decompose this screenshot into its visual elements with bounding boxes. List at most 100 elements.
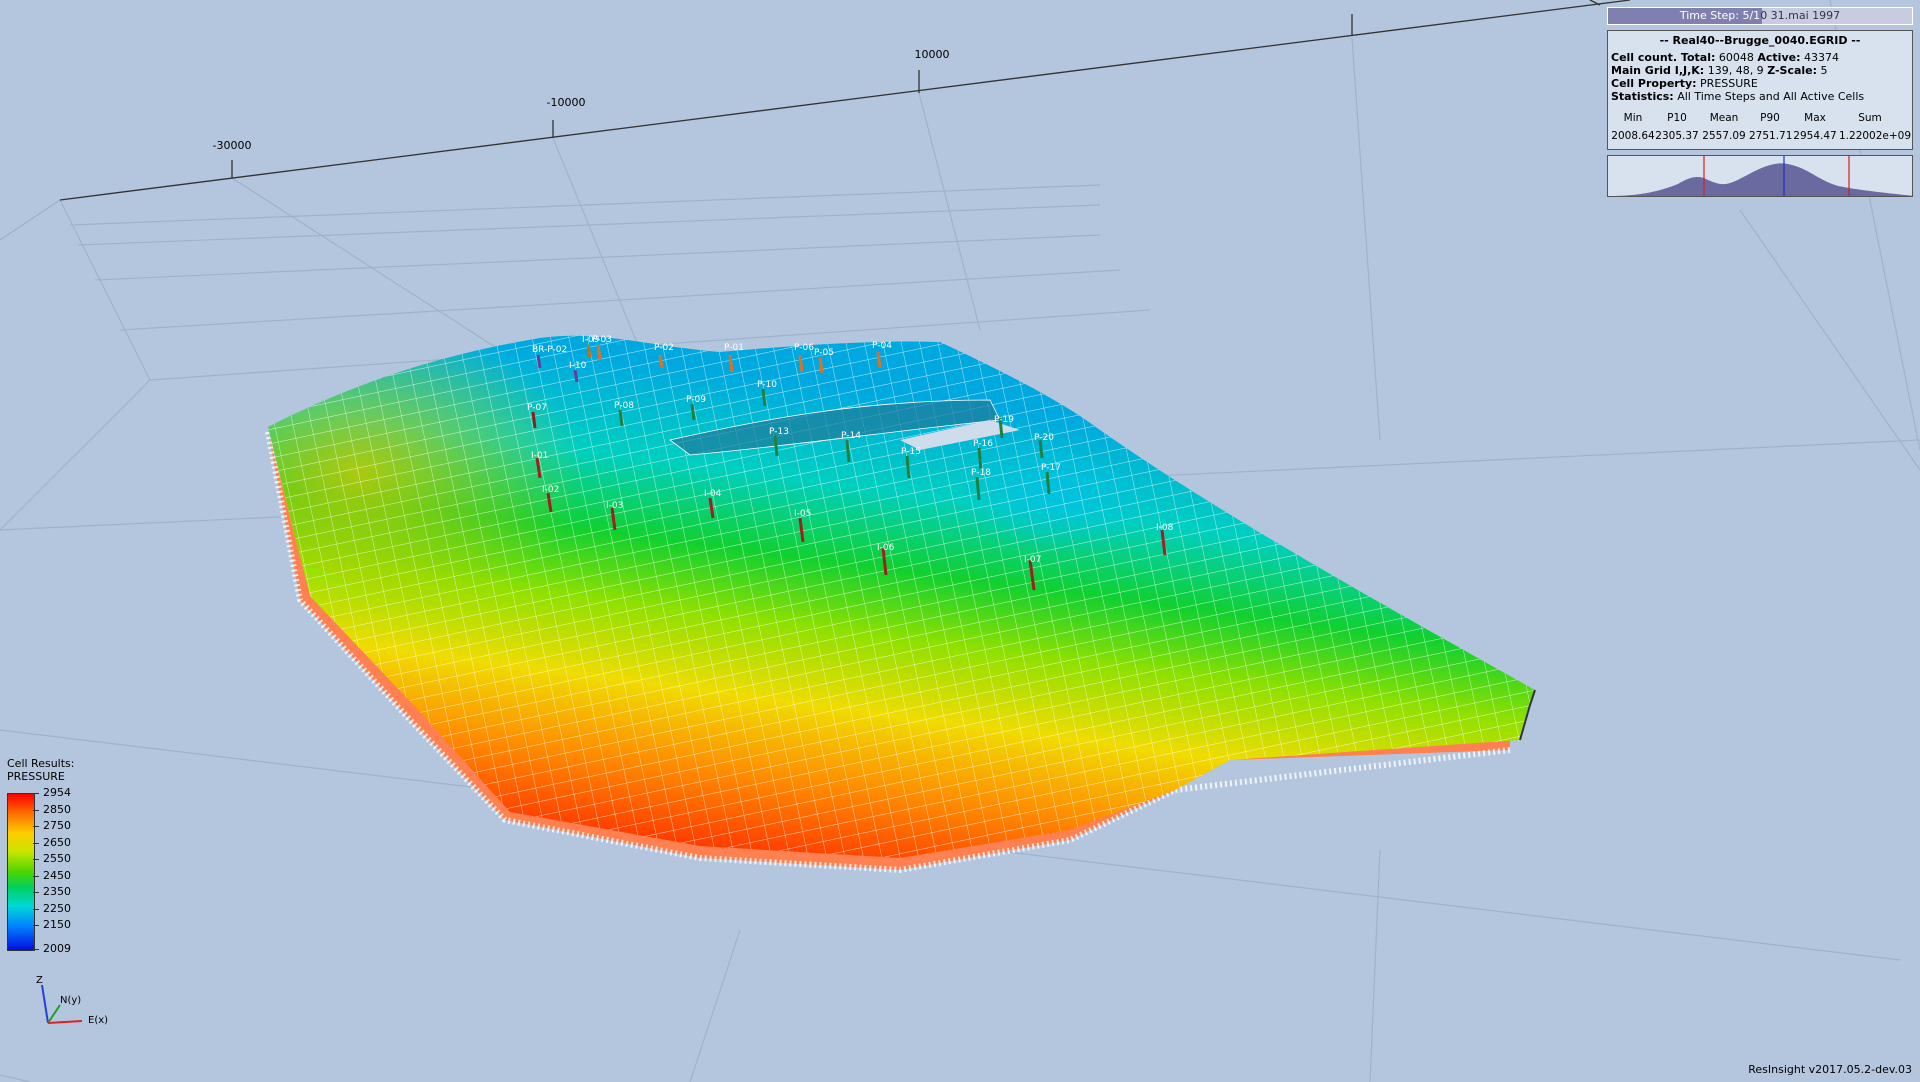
stat-value: 2954.47: [1793, 130, 1837, 142]
axis-tick-label: -30000: [213, 139, 252, 152]
svg-text:P-13: P-13: [769, 427, 789, 437]
cell-count-total: 60048: [1718, 51, 1754, 64]
axis-x-label: E(x): [88, 1015, 109, 1026]
svg-text:I-10: I-10: [569, 361, 587, 371]
well-marker[interactable]: I-03: [606, 501, 623, 531]
well-marker[interactable]: P-10: [757, 380, 777, 407]
svg-text:P-18: P-18: [971, 468, 991, 478]
svg-text:I-02: I-02: [542, 485, 559, 495]
cell-count-line: Cell count. Total: 60048 Active: 43374: [1611, 51, 1909, 64]
stat-header: P10: [1667, 112, 1687, 124]
statistics-label: Statistics:: [1611, 90, 1674, 103]
stat-value: 2557.09: [1702, 130, 1746, 142]
legend-color-bar: [7, 793, 35, 951]
svg-text:I-08: I-08: [1156, 523, 1174, 533]
time-step-slider[interactable]: Time Step: 5/10 31.mai 1997: [1607, 7, 1913, 25]
well-marker[interactable]: P-17: [1041, 463, 1061, 495]
svg-text:P-04: P-04: [872, 341, 892, 351]
svg-text:I-03: I-03: [606, 501, 623, 511]
time-step-prefix: Time Step: 5/1: [1679, 9, 1761, 22]
well-marker[interactable]: I-02: [542, 485, 559, 513]
stat-value: 2008.64: [1611, 130, 1655, 142]
cell-property-value: PRESSURE: [1700, 77, 1758, 90]
svg-text:P-09: P-09: [686, 395, 706, 405]
svg-text:P-02: P-02: [654, 343, 674, 353]
cell-property-label: Cell Property:: [1611, 77, 1697, 90]
stat-value: 2751.71: [1749, 130, 1793, 142]
well-marker[interactable]: P-03: [592, 335, 612, 361]
axis-tick-label: -10000: [547, 96, 586, 109]
well-marker[interactable]: I-10: [569, 361, 587, 383]
svg-text:I-07: I-07: [1024, 555, 1041, 565]
stat-header: Max: [1804, 112, 1826, 124]
reservoir-model[interactable]: [265, 335, 1536, 874]
well-marker[interactable]: P-20: [1034, 433, 1054, 459]
well-marker[interactable]: I-01: [531, 451, 548, 479]
well-marker[interactable]: P-08: [614, 401, 634, 427]
axis-cross: Z N(y) E(x): [30, 975, 120, 1035]
legend-tick: 2750: [33, 820, 71, 832]
stat-value: 2305.37: [1655, 130, 1699, 142]
well-marker[interactable]: BR-P-02: [532, 345, 567, 369]
svg-text:BR-P-02: BR-P-02: [532, 345, 567, 355]
svg-text:I-01: I-01: [531, 451, 548, 461]
well-marker[interactable]: P-05: [814, 348, 834, 374]
well-marker[interactable]: I-05: [794, 509, 811, 543]
well-marker[interactable]: P-16: [973, 439, 993, 471]
svg-text:P-08: P-08: [614, 401, 634, 411]
svg-text:P-16: P-16: [973, 439, 993, 449]
axis-tick-label: 10000: [915, 48, 950, 61]
svg-text:I-05: I-05: [794, 509, 811, 519]
stat-header: Mean: [1709, 112, 1739, 124]
main-grid-label: Main Grid I,J,K:: [1611, 64, 1705, 77]
svg-text:I-09: I-09: [582, 335, 600, 345]
well-marker[interactable]: P-06: [794, 343, 814, 373]
svg-text:I-06: I-06: [877, 543, 895, 553]
well-marker[interactable]: I-09: [582, 335, 600, 359]
top-axis: [59, 0, 1631, 201]
legend-tick: 2350: [33, 886, 71, 898]
stat-header: Sum: [1858, 112, 1882, 124]
well-marker[interactable]: I-06: [877, 543, 895, 576]
svg-text:P-10: P-10: [757, 380, 777, 390]
legend-tick: 2550: [33, 853, 71, 865]
zscale-label: Z-Scale:: [1767, 64, 1818, 77]
legend-ticks: 2954 2850 2750 2650 2550 2450 2350 2250 …: [33, 787, 115, 955]
legend-title: Cell Results:: [7, 757, 75, 770]
well-marker[interactable]: P-15: [901, 447, 921, 479]
well-marker[interactable]: I-04: [704, 489, 722, 519]
histogram: [1607, 155, 1913, 197]
time-step-track: [1762, 8, 1912, 24]
well-marker[interactable]: P-07: [527, 403, 547, 429]
legend-tick: 2450: [33, 870, 71, 882]
statistics-line: Statistics: All Time Steps and All Activ…: [1611, 90, 1909, 103]
time-step-date: 0 31.mai 1997: [1760, 9, 1841, 22]
svg-text:P-01: P-01: [724, 343, 744, 353]
well-marker[interactable]: P-02: [654, 343, 674, 369]
legend-tick: 2850: [33, 804, 71, 816]
color-legend: Cell Results: PRESSURE 2954 2850 2750 26…: [7, 757, 117, 955]
well-marker[interactable]: P-13: [769, 427, 789, 457]
well-marker[interactable]: I-07: [1024, 555, 1041, 591]
axis-y-label: N(y): [60, 995, 82, 1006]
well-marker[interactable]: P-09: [686, 395, 706, 421]
svg-text:P-15: P-15: [901, 447, 921, 457]
legend-tick: 2650: [33, 837, 71, 849]
stat-header: Min: [1623, 112, 1643, 124]
well-markers[interactable]: BR-P-02 P-03 P-02 P-01 P-06 P-05 P-04 P-…: [527, 335, 1174, 591]
legend-tick: 2009: [33, 943, 71, 955]
stat-value: 1.22002e+09: [1839, 130, 1912, 142]
well-marker[interactable]: I-08: [1156, 523, 1174, 556]
statistics-value: All Time Steps and All Active Cells: [1677, 90, 1865, 103]
legend-tick: 2250: [33, 903, 71, 915]
well-marker[interactable]: P-14: [841, 431, 861, 463]
version-label: ResInsight v2017.05.2-dev.03: [1748, 1063, 1912, 1076]
well-marker[interactable]: P-01: [724, 343, 744, 373]
svg-text:P-07: P-07: [527, 403, 547, 413]
well-marker[interactable]: P-19: [994, 415, 1014, 439]
well-marker[interactable]: P-18: [971, 468, 991, 501]
cell-property-line: Cell Property: PRESSURE: [1611, 77, 1909, 90]
well-marker[interactable]: P-04: [872, 341, 892, 369]
axis-cross-icon: [41, 984, 83, 1024]
